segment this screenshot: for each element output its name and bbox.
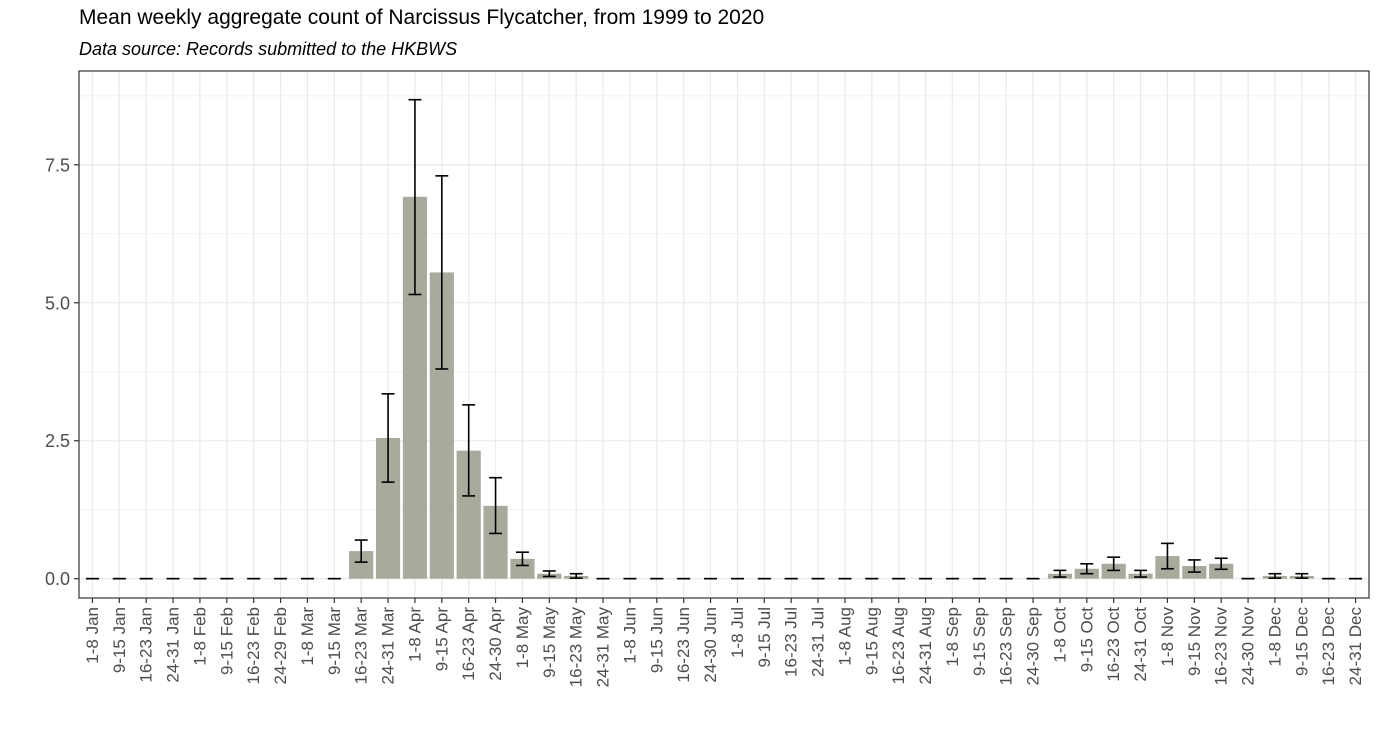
error-bar	[489, 476, 503, 535]
x-tick-label: 9-15 Sep	[970, 607, 989, 676]
x-tick-label: 16-23 Mar	[352, 607, 371, 685]
x-tick-label: 9-15 Mar	[325, 607, 344, 675]
error-bar	[354, 539, 368, 563]
x-tick-label: 24-31 May	[594, 607, 613, 688]
x-tick-label: 16-23 Oct	[1104, 607, 1123, 682]
x-tick-label: 1-8 Aug	[835, 607, 854, 666]
x-tick-label: 16-23 Dec	[1319, 607, 1338, 686]
x-tick-label: 9-15 May	[540, 607, 559, 678]
x-tick-label: 9-15 Nov	[1185, 607, 1204, 676]
x-tick-label: 24-30 Apr	[486, 607, 505, 681]
bar	[1101, 563, 1126, 579]
y-tick-label: 5.0	[45, 293, 70, 313]
error-bar	[462, 404, 476, 497]
x-tick-label: 9-15 Jun	[647, 607, 666, 673]
x-tick-label: 1-8 Feb	[190, 607, 209, 666]
bar	[1209, 563, 1234, 579]
x-tick-label: 16-23 May	[567, 607, 586, 688]
x-tick-label: 16-23 Jan	[137, 607, 156, 683]
y-axis: 0.0 2.5 5.0 7.5	[45, 155, 79, 589]
chart-subtitle: Data source: Records submitted to the HK…	[79, 39, 458, 59]
bar	[510, 558, 535, 579]
x-tick-label: 16-23 Feb	[244, 607, 263, 685]
x-tick-label: 9-15 Jul	[755, 607, 774, 667]
y-tick-label: 7.5	[45, 155, 70, 175]
x-tick-label: 24-31 Jan	[164, 607, 183, 683]
x-tick-label: 16-23 Sep	[997, 607, 1016, 685]
x-tick-label: 1-8 Jun	[620, 607, 639, 664]
chart-title: Mean weekly aggregate count of Narcissus…	[79, 6, 765, 29]
x-tick-label: 1-8 May	[513, 607, 532, 669]
x-tick-label: 9-15 Aug	[862, 607, 881, 675]
error-bar	[1107, 556, 1121, 572]
error-bar	[1160, 542, 1174, 570]
grid-lines	[79, 71, 1369, 598]
x-tick-label: 24-31 Mar	[379, 607, 398, 685]
error-bar	[542, 570, 556, 578]
x-tick-label: 1-8 Mar	[298, 607, 317, 666]
x-tick-label: 9-15 Jan	[110, 607, 129, 673]
x-tick-label: 24-31 Aug	[916, 607, 935, 685]
x-tick-label: 16-23 Aug	[889, 607, 908, 685]
x-axis: 1-8 Jan 9-15 Jan 16-23 Jan 24-31 Jan 1-8 Feb…	[83, 598, 1365, 687]
x-tick-label: 1-8 Apr	[405, 607, 424, 662]
plot-frame	[78, 70, 1370, 599]
error-bar	[515, 551, 529, 567]
x-tick-label: 1-8 Sep	[943, 607, 962, 667]
x-tick-label: 24-31 Jul	[809, 607, 828, 677]
x-tick-label: 9-15 Oct	[1077, 607, 1096, 672]
error-bar	[569, 572, 583, 579]
x-tick-label: 16-23 Nov	[1212, 607, 1231, 686]
error-bar	[435, 175, 449, 370]
x-tick-label: 24-31 Oct	[1131, 607, 1150, 682]
x-tick-label: 1-8 Nov	[1158, 607, 1177, 667]
y-tick-label: 0.0	[45, 569, 70, 589]
x-tick-label: 24-29 Feb	[271, 607, 290, 685]
x-tick-label: 9-15 Feb	[217, 607, 236, 675]
x-tick-label: 24-30 Nov	[1239, 607, 1258, 686]
x-tick-label: 1-8 Oct	[1050, 607, 1069, 663]
x-tick-label: 16-23 Jun	[674, 607, 693, 683]
x-tick-label: 24-31 Dec	[1346, 607, 1365, 686]
error-bar	[381, 393, 395, 483]
x-tick-label: 9-15 Apr	[432, 607, 451, 672]
error-bar	[1053, 569, 1067, 578]
x-tick-label: 1-8 Jul	[728, 607, 747, 658]
error-bar	[1187, 559, 1201, 573]
x-tick-label: 24-30 Sep	[1024, 607, 1043, 685]
x-tick-label: 16-23 Jul	[782, 607, 801, 677]
y-tick-label: 2.5	[45, 431, 70, 451]
error-bar	[1080, 562, 1094, 575]
error-bar	[1214, 557, 1228, 571]
x-tick-label: 1-8 Jan	[83, 607, 102, 664]
error-bar	[408, 98, 422, 296]
x-tick-label: 1-8 Dec	[1265, 607, 1284, 667]
x-tick-label: 16-23 Apr	[459, 607, 478, 681]
error-bars	[85, 98, 1363, 580]
plot-background	[79, 71, 1369, 598]
error-bar	[1295, 572, 1309, 579]
x-tick-label: 9-15 Dec	[1292, 607, 1311, 676]
error-bar	[1268, 572, 1282, 579]
error-bar	[1134, 569, 1148, 578]
x-tick-label: 24-30 Jun	[701, 607, 720, 683]
